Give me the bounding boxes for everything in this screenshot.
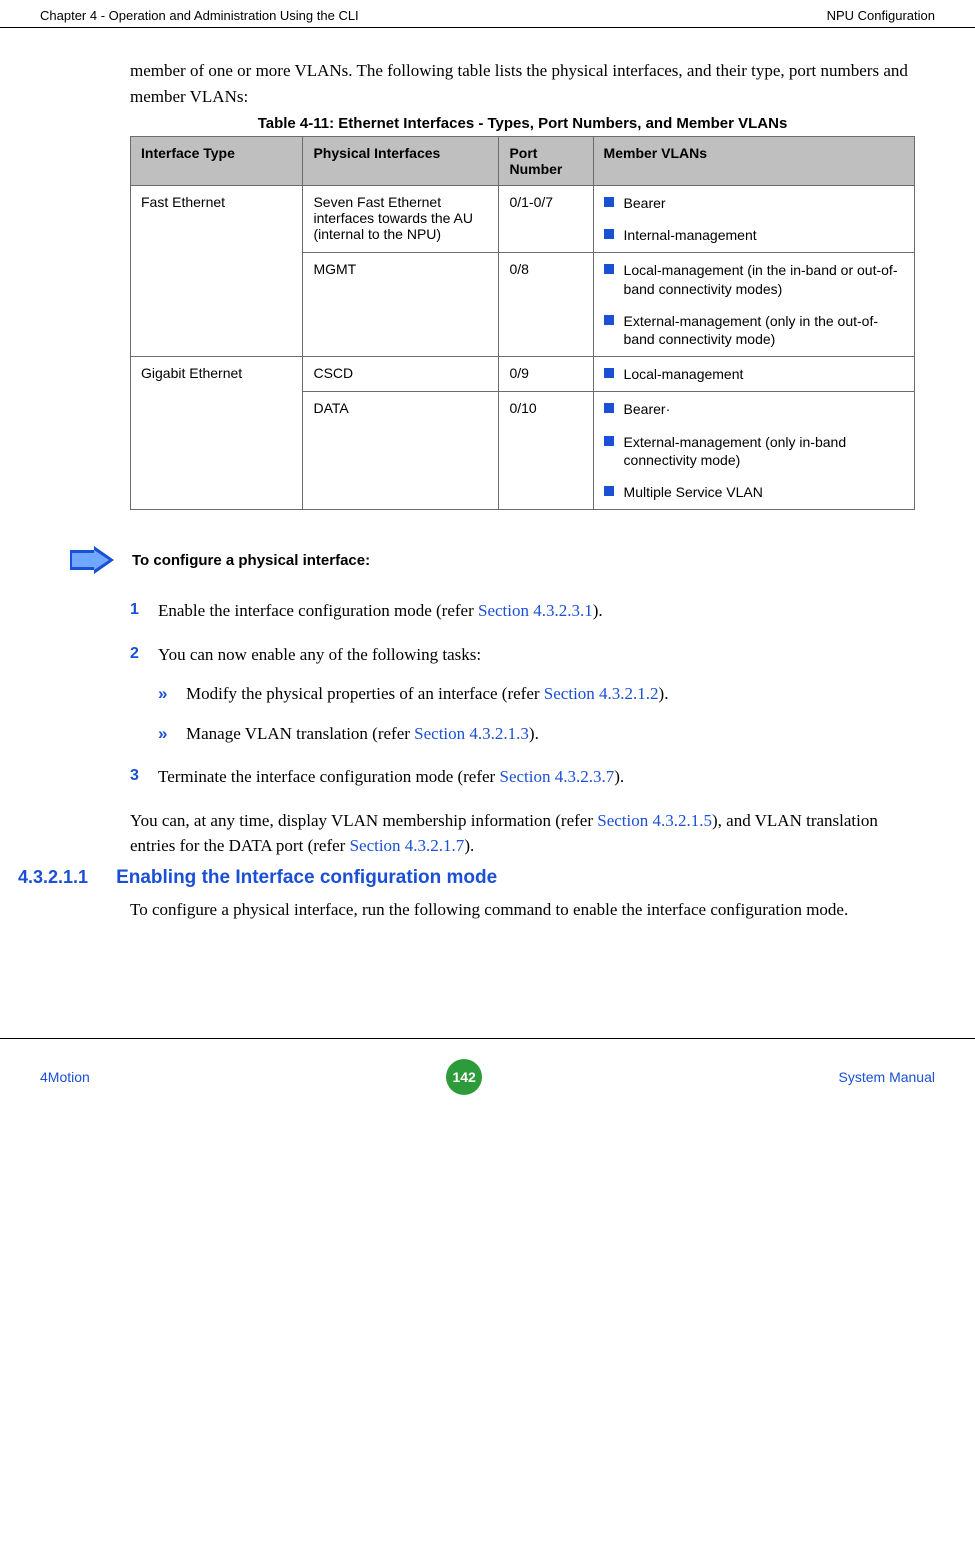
procedure-steps: Enable the interface configuration mode … — [130, 598, 915, 790]
vlan-item: External-management (only in-band connec… — [604, 433, 904, 469]
cell-port-number: 0/8 — [499, 253, 593, 357]
cell-member-vlans: Bearer Internal-management — [593, 186, 914, 253]
col-header-physical-interfaces: Physical Interfaces — [303, 137, 499, 186]
cell-member-vlans: Local-management (in the in-band or out-… — [593, 253, 914, 357]
cell-port-number: 0/1-0/7 — [499, 186, 593, 253]
substep-text: ). — [529, 724, 539, 743]
substep-item: Manage VLAN translation (refer Section 4… — [158, 721, 915, 747]
vlan-item: Bearer· — [604, 400, 904, 418]
paragraph-text: You can, at any time, display VLAN membe… — [130, 811, 597, 830]
footer-right: System Manual — [839, 1069, 935, 1085]
step-item: Terminate the interface configuration mo… — [130, 764, 915, 790]
section-link[interactable]: Section 4.3.2.1.7 — [350, 836, 465, 855]
col-header-interface-type: Interface Type — [131, 137, 303, 186]
header-left: Chapter 4 - Operation and Administration… — [40, 8, 359, 23]
step-text: ). — [614, 767, 624, 786]
cell-physical-interfaces: CSCD — [303, 357, 499, 392]
table-row: Fast Ethernet Seven Fast Ethernet interf… — [131, 186, 915, 253]
section-link[interactable]: Section 4.3.2.1.2 — [544, 684, 659, 703]
cell-port-number: 0/10 — [499, 392, 593, 510]
section-number: 4.3.2.1.1 — [18, 867, 88, 888]
table-header-row: Interface Type Physical Interfaces Port … — [131, 137, 915, 186]
cell-physical-interfaces: MGMT — [303, 253, 499, 357]
vlan-item: Local-management (in the in-band or out-… — [604, 261, 904, 297]
step-text: You can now enable any of the following … — [158, 645, 481, 664]
procedure-block: To configure a physical interface: — [70, 546, 915, 574]
substep-text: ). — [659, 684, 669, 703]
page-number-badge: 142 — [446, 1059, 482, 1095]
section-link[interactable]: Section 4.3.2.3.1 — [478, 601, 593, 620]
col-header-member-vlans: Member VLANs — [593, 137, 914, 186]
procedure-title: To configure a physical interface: — [132, 546, 370, 569]
section-link[interactable]: Section 4.3.2.1.3 — [414, 724, 529, 743]
cell-physical-interfaces: Seven Fast Ethernet interfaces towards t… — [303, 186, 499, 253]
ethernet-interfaces-table: Interface Type Physical Interfaces Port … — [130, 136, 915, 510]
section-body: To configure a physical interface, run t… — [130, 897, 915, 923]
table-caption: Table 4-11: Ethernet Interfaces - Types,… — [130, 115, 915, 132]
section-link[interactable]: Section 4.3.2.1.5 — [597, 811, 712, 830]
substeps-list: Modify the physical properties of an int… — [158, 681, 915, 746]
step-text: Terminate the interface configuration mo… — [158, 767, 499, 786]
substep-text: Modify the physical properties of an int… — [186, 684, 544, 703]
page-header: Chapter 4 - Operation and Administration… — [0, 0, 975, 28]
post-steps-paragraph: You can, at any time, display VLAN membe… — [130, 808, 915, 859]
substep-text: Manage VLAN translation (refer — [186, 724, 414, 743]
intro-paragraph: member of one or more VLANs. The followi… — [130, 58, 915, 109]
arrow-icon — [70, 546, 114, 574]
col-header-port-number: Port Number — [499, 137, 593, 186]
header-right: NPU Configuration — [827, 8, 935, 23]
vlan-item: Local-management — [604, 365, 904, 383]
vlan-item: Bearer — [604, 194, 904, 212]
cell-physical-interfaces: DATA — [303, 392, 499, 510]
step-item: You can now enable any of the following … — [130, 642, 915, 747]
step-item: Enable the interface configuration mode … — [130, 598, 915, 624]
cell-member-vlans: Bearer· External-management (only in-ban… — [593, 392, 914, 510]
step-text: Enable the interface configuration mode … — [158, 601, 478, 620]
paragraph-text: ). — [464, 836, 474, 855]
vlan-item: Multiple Service VLAN — [604, 483, 904, 501]
cell-interface-type: Fast Ethernet — [131, 186, 303, 357]
cell-member-vlans: Local-management — [593, 357, 914, 392]
section-title: Enabling the Interface configuration mod… — [116, 867, 497, 889]
vlan-item: External-management (only in the out-of-… — [604, 312, 904, 348]
substep-item: Modify the physical properties of an int… — [158, 681, 915, 707]
footer-left: 4Motion — [40, 1069, 90, 1085]
cell-port-number: 0/9 — [499, 357, 593, 392]
section-heading: 4.3.2.1.1 Enabling the Interface configu… — [0, 867, 915, 889]
step-text: ). — [593, 601, 603, 620]
section-link[interactable]: Section 4.3.2.3.7 — [499, 767, 614, 786]
page-footer: 4Motion 142 System Manual — [0, 1038, 975, 1115]
table-row: Gigabit Ethernet CSCD 0/9 Local-manageme… — [131, 357, 915, 392]
vlan-item: Internal-management — [604, 226, 904, 244]
cell-interface-type: Gigabit Ethernet — [131, 357, 303, 510]
